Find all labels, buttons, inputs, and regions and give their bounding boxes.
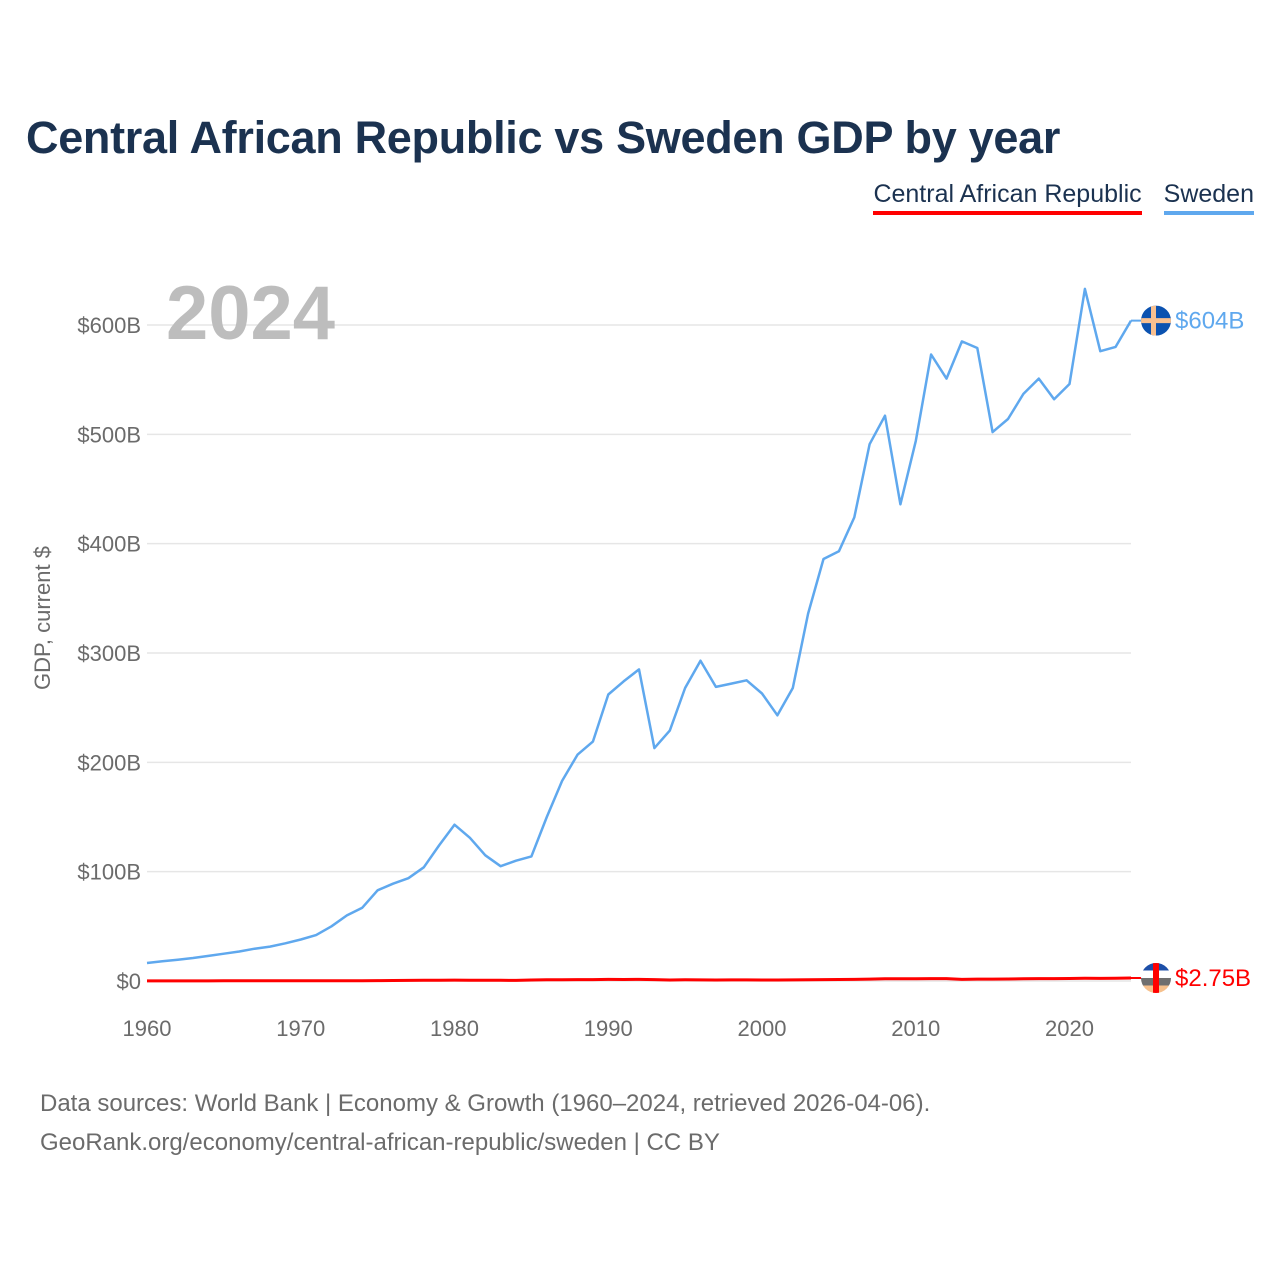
source-note: Data sources: World Bank | Economy & Gro… [40,1084,930,1162]
central-african-republic-flag-icon [1141,962,1171,993]
y-tick-label: $100B [77,860,141,885]
x-tick-label: 1990 [584,1016,633,1041]
y-tick-label: $500B [77,422,141,447]
end-value-label: $2.75B [1175,965,1251,992]
source-line-1: Data sources: World Bank | Economy & Gro… [40,1090,931,1117]
x-tick-label: 2000 [738,1016,787,1041]
legend-item-sweden[interactable]: Sweden [1163,180,1254,215]
x-tick-label: 2010 [891,1016,940,1041]
current-year-label: 2024 [166,271,335,356]
y-tick-label: $200B [77,750,141,775]
y-tick-label: $600B [77,313,141,338]
x-tick-label: 1980 [430,1016,479,1041]
legend: Central African Republic Sweden [873,180,1254,215]
source-line-2[interactable]: GeoRank.org/economy/central-african-repu… [40,1129,720,1156]
x-tick-label: 2020 [1045,1016,1094,1041]
series-line-sweden [146,287,1133,965]
sweden-flag-icon [1141,305,1171,336]
y-tick-label: $400B [77,532,141,557]
end-value-label: $604B [1175,308,1244,335]
y-axis-label: GDP, current $ [30,546,55,690]
x-tick-label: 1970 [276,1016,325,1041]
y-tick-label: $0 [117,969,141,994]
x-tick-label: 1960 [123,1016,172,1041]
legend-item-central-african-republic[interactable]: Central African Republic [873,180,1142,215]
y-tick-label: $300B [77,641,141,666]
series-line-central-african-republic [147,976,1132,983]
chart-title: Central African Republic vs Sweden GDP b… [26,112,1061,163]
